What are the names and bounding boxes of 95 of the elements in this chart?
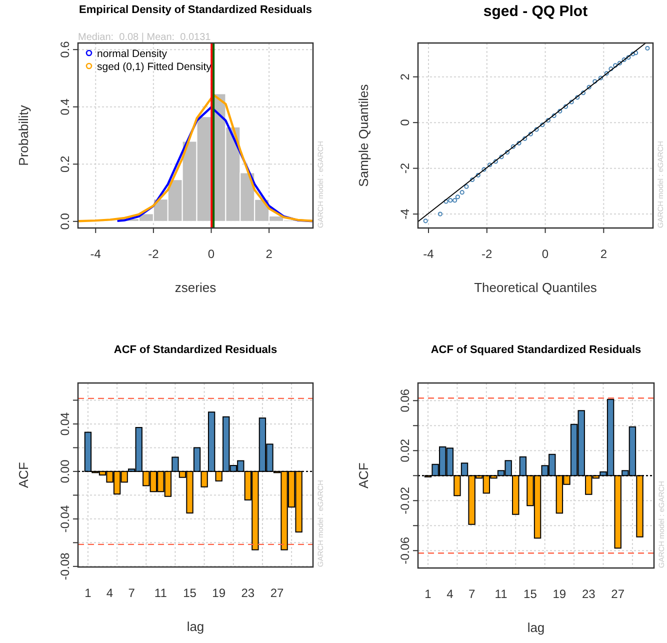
chart-title: sged - QQ Plot	[483, 3, 588, 20]
point	[630, 52, 636, 56]
y-tick-label: 0.06	[398, 388, 412, 412]
point	[622, 57, 626, 62]
x-tick-label: 15	[183, 586, 197, 600]
y-axis-title: ACF	[16, 462, 31, 488]
x-tick-label: 27	[270, 586, 284, 600]
point	[505, 150, 510, 155]
point	[464, 184, 469, 189]
point	[482, 167, 486, 172]
point	[586, 84, 592, 90]
y-axis-title: Sample Quantiles	[356, 84, 371, 187]
x-axis-title: lag	[527, 620, 545, 635]
y-tick-label: 2	[398, 73, 412, 80]
point	[563, 104, 568, 109]
point	[575, 95, 580, 100]
chart-title: ACF of Squared Standardized Residuals	[430, 344, 642, 356]
point	[645, 46, 650, 51]
y-axis-title: ACF	[356, 462, 371, 488]
x-tick-label: 0	[208, 247, 215, 261]
y-tick-label: 0.04	[58, 412, 72, 436]
x-axis-title: lag	[186, 619, 204, 634]
y-tick-label: 0.4	[58, 98, 72, 116]
point	[455, 194, 460, 200]
y-tick-label: 0	[398, 118, 412, 126]
point	[516, 140, 522, 146]
y-tick-label: -2	[398, 162, 412, 174]
x-tick-label: -4	[423, 247, 434, 261]
x-axis-title: Theoretical Quantiles	[474, 280, 598, 295]
point	[460, 190, 464, 195]
y-tick-label: -4	[398, 208, 412, 220]
y-tick-label: -0.06	[398, 536, 412, 564]
point	[510, 144, 516, 149]
x-tick-label: -2	[148, 247, 160, 261]
y-tick-label: 0.00	[58, 459, 72, 484]
point	[626, 55, 631, 60]
x-tick-label: 1	[84, 586, 92, 600]
x-tick-label: 11	[154, 586, 168, 600]
y-tick-label: -0.02	[398, 486, 412, 514]
x-tick-label: 19	[552, 587, 566, 601]
point	[598, 76, 604, 80]
y-tick-label: -0.04	[58, 504, 72, 533]
x-tick-label: 2	[600, 247, 608, 261]
x-tick-label: -2	[482, 247, 493, 261]
point	[580, 90, 586, 96]
point	[438, 212, 442, 216]
point	[558, 108, 562, 114]
legend-label: normal Density	[97, 48, 168, 60]
point	[546, 118, 550, 123]
point	[604, 71, 609, 76]
x-tick-label: 23	[582, 587, 596, 601]
x-tick-label: 2	[266, 247, 273, 261]
point	[633, 50, 638, 56]
line-series	[77, 94, 314, 222]
x-tick-label: 23	[241, 586, 255, 600]
point	[592, 79, 598, 84]
point	[470, 177, 475, 182]
y-tick-label: 0.2	[58, 155, 72, 172]
x-tick-label: 4	[446, 587, 454, 601]
y-tick-label: 0.6	[58, 40, 72, 58]
point	[528, 132, 533, 136]
y-tick-label: -0.08	[58, 552, 72, 580]
point	[499, 154, 504, 160]
point	[540, 122, 545, 128]
y-tick-label: 0.02	[398, 438, 412, 462]
point	[534, 127, 539, 132]
point	[608, 66, 614, 72]
point	[448, 198, 453, 203]
point	[613, 63, 618, 68]
point	[569, 100, 574, 104]
point	[493, 159, 498, 164]
point	[476, 172, 480, 178]
point	[444, 199, 448, 204]
point	[423, 218, 428, 224]
x-tick-label: -4	[90, 247, 102, 261]
point	[452, 198, 458, 203]
point	[488, 162, 492, 168]
x-tick-label: 19	[212, 586, 226, 600]
y-axis-title: Probability	[16, 104, 31, 166]
x-tick-label: 7	[128, 586, 136, 600]
point	[522, 136, 528, 141]
x-tick-label: 7	[468, 587, 476, 601]
y-tick-label: 0.0	[58, 212, 72, 230]
point	[617, 60, 622, 66]
x-tick-label: 4	[106, 586, 114, 600]
x-tick-label: 11	[494, 587, 508, 601]
x-tick-label: 15	[524, 587, 538, 601]
x-tick-label: 27	[611, 587, 625, 601]
point	[552, 113, 556, 118]
x-tick-label: 0	[542, 247, 549, 261]
chart-subtitle: Median: 0.08 | Mean: 0.0131	[78, 32, 212, 43]
chart-title: Empirical Density of Standardized Residuals	[79, 4, 312, 16]
x-axis-title: zseries	[174, 280, 217, 295]
chart-title: ACF of Standardized Residuals	[114, 344, 278, 356]
x-tick-label: 1	[424, 587, 432, 601]
